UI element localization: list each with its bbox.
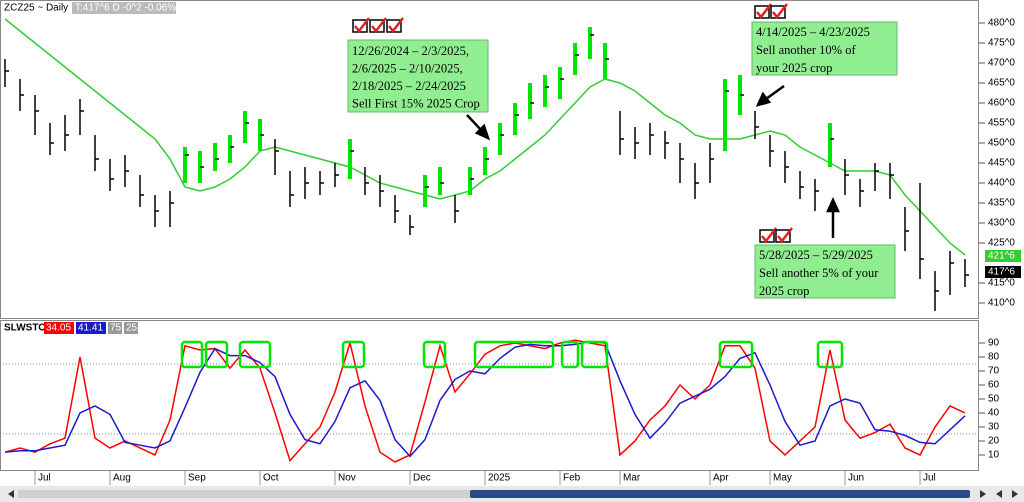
x-tick-label: Mar <box>623 473 641 484</box>
y-tick-label: 445^0 <box>988 158 1015 169</box>
y-tick-label: 460^0 <box>988 98 1015 109</box>
y-tick-label: 10 <box>988 450 1000 461</box>
y-tick-label: 20 <box>988 436 1000 447</box>
stoch-line <box>4 340 966 458</box>
moving-average <box>4 18 966 256</box>
x-tick-label: Aug <box>113 473 131 484</box>
x-tick-label: Jul <box>38 473 51 484</box>
y-tick-label: 80 <box>988 352 1000 363</box>
price-panel: 480^0 475^0 470^0 465^0 460^0 455^0 450^0 445^0… <box>4 18 1021 311</box>
y-tick-label: 475^0 <box>988 38 1015 49</box>
annotation-text: 12/26/2024 – 2/3/2025, <box>352 44 469 58</box>
arrows <box>466 84 840 238</box>
last-value-box <box>985 250 1021 262</box>
legend-box <box>44 322 74 334</box>
price-frame <box>0 0 979 319</box>
level-label: 25 <box>126 323 138 334</box>
annotation-box <box>751 21 898 76</box>
annotation-box <box>347 39 489 113</box>
x-tick-label: Feb <box>563 473 581 484</box>
last-value-label: 417^6 <box>988 267 1015 278</box>
x-tick-label: Nov <box>338 473 356 484</box>
x-tick-label: May <box>773 473 792 484</box>
x-tick-label: Jul <box>923 473 936 484</box>
legend-label: 34.05 <box>46 323 71 334</box>
y-tick-label: 410^0 <box>988 298 1015 309</box>
annotation-text: 2/18/2025 – 2/24/2025 <box>352 79 466 93</box>
price-status-box <box>72 2 176 14</box>
last-value-box <box>985 266 1021 278</box>
x-tick-label: Jun <box>848 473 864 484</box>
annotation-text: Sell another 5% of your <box>759 266 879 280</box>
annotation-text: Sell First 15% 2025 Crop <box>352 96 480 110</box>
stoch-frame <box>0 320 979 471</box>
y-tick-label: 465^0 <box>988 78 1015 89</box>
last-value-label: 421^6 <box>988 251 1015 262</box>
price-status: T:417^6 D -0^2 -0.06% <box>75 3 176 14</box>
legend-box <box>108 322 122 334</box>
annotation-box <box>754 244 896 299</box>
x-tick-label: Dec <box>413 473 431 484</box>
annotations: 12/26/2024 – 2/3/2025, 2/6/2025 – 2/10/20… <box>352 25 879 298</box>
y-tick-label: 450^0 <box>988 138 1015 149</box>
y-tick-label: 455^0 <box>988 118 1015 129</box>
legend-label: 41.41 <box>78 323 103 334</box>
y-tick-label: 440^0 <box>988 178 1015 189</box>
x-tick-label: Apr <box>713 473 729 484</box>
x-tick-label: Oct <box>263 473 279 484</box>
y-tick-label: 30 <box>988 422 1000 433</box>
stoch-title: SLWSTO <box>4 323 46 334</box>
annotation-text: 4/14/2025 – 4/23/2025 <box>756 25 870 39</box>
level-label: 75 <box>110 323 122 334</box>
y-tick-label: 40 <box>988 408 1000 419</box>
y-tick-label: 470^0 <box>988 58 1015 69</box>
y-tick-label: 425^0 <box>988 238 1015 249</box>
y-tick-label: 415^0 <box>988 278 1015 289</box>
legend-box <box>76 322 106 334</box>
legend-box <box>124 322 138 334</box>
y-tick-label: 480^0 <box>988 18 1015 29</box>
scrollbar[interactable] <box>0 486 1024 502</box>
annotation-text: 5/28/2025 – 5/29/2025 <box>759 248 873 262</box>
annotation-text: 2/6/2025 – 2/10/2025, <box>352 61 463 75</box>
price-title: ZCZ25 ~ Daily <box>4 3 68 14</box>
stoch-panel: 90 80 70 60 50 40 30 20 10 Jul Aug Sep Oct Nov Dec 2025… <box>0 338 1000 485</box>
annotation-text: Sell another 10% of <box>756 43 856 57</box>
signal-boxes <box>180 340 844 369</box>
annotation-text: 2025 crop <box>759 284 809 298</box>
x-tick-label: Sep <box>188 473 206 484</box>
y-tick-label: 60 <box>988 380 1000 391</box>
y-tick-label: 435^0 <box>988 198 1015 209</box>
x-tick-label: 2025 <box>488 473 511 484</box>
annotation-text: your 2025 crop <box>756 61 832 75</box>
y-tick-label: 50 <box>988 394 1000 405</box>
stoch-legend: 34.05 41.41 75 25 <box>44 322 138 334</box>
y-tick-label: 70 <box>988 366 1000 377</box>
y-tick-label: 90 <box>988 338 1000 349</box>
stoch-line <box>4 339 966 463</box>
y-tick-label: 430^0 <box>988 218 1015 229</box>
